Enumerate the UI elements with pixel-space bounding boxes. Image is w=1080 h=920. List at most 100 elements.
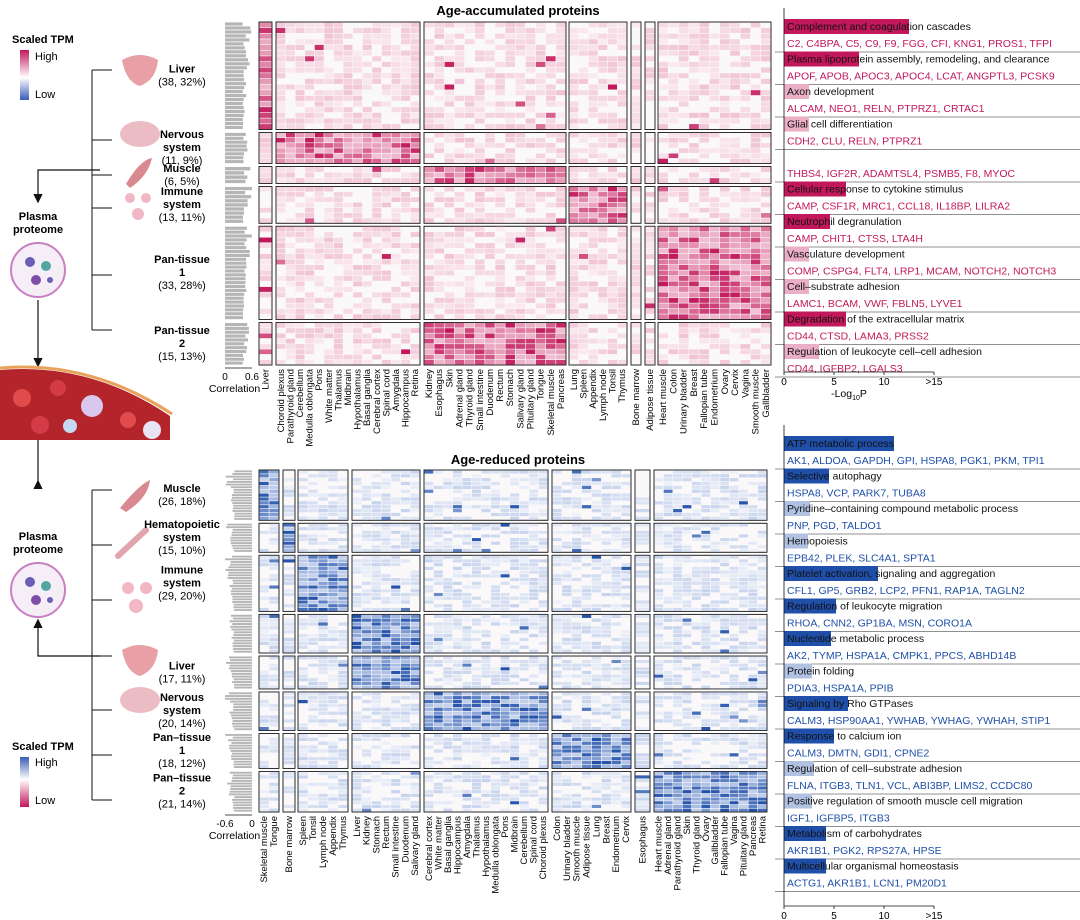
heatmap-cell [654,485,664,490]
heatmap-cell [709,178,720,184]
heatmap-cell [598,297,608,303]
heatmap-cell [462,645,472,649]
heatmap-cell [391,73,401,79]
heatmap-cell [729,566,739,570]
heatmap-cell [464,112,475,118]
heatmap-block-border [657,322,772,366]
heatmap-cell [362,505,372,509]
heatmap-cell [444,158,455,164]
heatmap-cell [689,264,699,270]
heatmap-cell [601,741,611,745]
heatmap-cell [645,338,655,344]
heatmap-cell [454,61,465,67]
heatmap-cell [371,641,381,646]
heatmap-cell [529,618,539,622]
heatmap-cell [462,505,472,509]
heatmap-cell [552,645,562,649]
heatmap-cell [701,685,711,689]
heatmap-cell [701,723,711,727]
heatmap-cell [572,753,582,757]
heatmap-cell [673,764,682,769]
heatmap-cell [475,101,485,107]
heatmap-cell [710,707,720,711]
heatmap-cell [481,663,491,667]
heatmap-cell [588,73,598,79]
heatmap-cell [519,757,529,761]
heatmap-cell [269,493,279,497]
heatmap-cell [372,33,382,39]
heatmap-cell [748,674,758,678]
heatmap-cell [391,555,401,559]
heatmap-cell [371,727,381,731]
heatmap-cell [371,745,381,749]
heatmap-cell [730,292,740,298]
heatmap-cell [338,566,348,570]
heatmap-cell [353,56,363,62]
heatmap-cell [444,124,455,130]
heatmap-cell [285,328,295,333]
heatmap-cell [730,270,740,276]
heatmap-cell [424,534,434,538]
heatmap-cell [529,681,539,685]
heatmap-cell [663,581,673,585]
heatmap-cell [588,259,598,265]
heatmap-cell [611,548,621,552]
heatmap-cell [283,541,295,545]
heatmap-cell [362,281,372,287]
heatmap-cell [519,470,529,474]
heatmap-cell [259,801,269,805]
heatmap-cell [678,354,689,360]
heatmap-cell [730,143,740,148]
heatmap-cell [581,589,592,593]
heatmap-cell [410,259,420,265]
heatmap-cell [434,132,444,138]
heatmap-cell [581,523,592,527]
heatmap-cell [709,44,720,50]
heatmap-cell [654,622,664,626]
heatmap-cell [443,723,453,727]
heatmap-cell [739,685,748,689]
heatmap-cell [689,158,699,164]
heatmap-cell [362,512,372,517]
heatmap-cell [410,137,420,143]
heatmap-cell [546,166,556,172]
heatmap-cell [682,574,692,578]
heatmap-cell [285,153,295,159]
heatmap-cell [410,178,420,184]
heatmap-cell [505,218,515,223]
heatmap-cell [510,753,520,757]
heatmap-cell [462,618,472,622]
heatmap-cell [719,275,730,281]
heatmap-cell [750,22,761,28]
heatmap-cell [481,667,491,671]
heatmap-cell [611,667,621,671]
heatmap-cell [462,585,472,589]
heatmap-cell [259,218,272,223]
heatmap-cell [324,90,334,96]
heatmap-cell [538,715,548,719]
heatmap-cell [443,505,453,509]
heatmap-cell [381,753,391,757]
heatmap-cell [591,516,602,520]
heatmap-cell [269,649,279,653]
heatmap-cell [276,112,286,118]
heatmap-cell [305,137,315,143]
heatmap-cell [552,674,562,678]
heatmap-cell [328,548,338,552]
heatmap-cell [452,707,462,711]
heatmap-cell [748,656,758,660]
heatmap-cell [308,563,318,567]
heatmap-cell [352,630,362,634]
heatmap-cell [572,600,582,604]
heatmap-cell [283,626,295,630]
heatmap-cell [631,124,641,130]
heatmap-cell [454,178,465,184]
heatmap-cell [645,27,655,34]
heatmap-cell [443,630,453,634]
heatmap-cell [434,178,444,184]
heatmap-cell [433,559,443,563]
heatmap-cell [525,67,536,73]
heatmap-cell [462,633,472,638]
heatmap-cell [485,84,495,90]
heatmap-cell [535,27,546,34]
